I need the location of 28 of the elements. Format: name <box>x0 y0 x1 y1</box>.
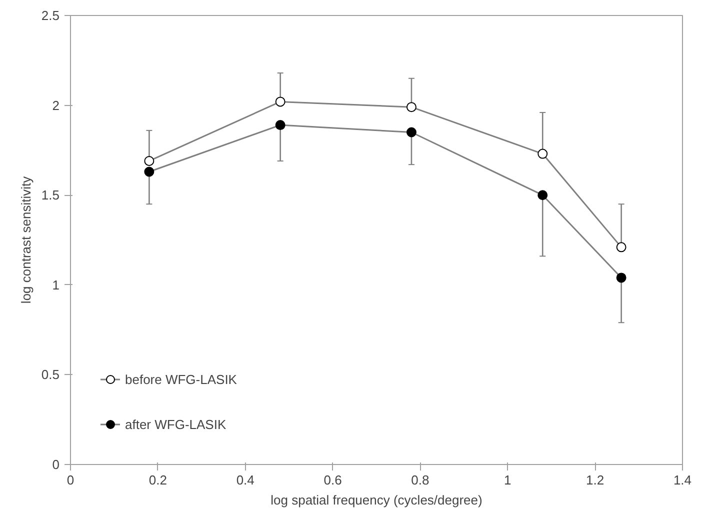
y-tick-label: 0 <box>52 457 60 472</box>
point <box>144 156 154 166</box>
y-tick-label: 2.5 <box>41 8 60 23</box>
x-tick-label: 1 <box>504 472 512 488</box>
point <box>538 148 548 159</box>
y-axis-title: log contrast sensitivity <box>18 176 34 304</box>
y-tick-label: 0.5 <box>41 367 60 382</box>
legend-label: before WFG-LASIK <box>125 372 237 386</box>
point <box>144 166 154 177</box>
y-tick-label: 1 <box>52 277 60 292</box>
x-tick-label: 0.4 <box>236 472 254 488</box>
x-tick-label: 1.2 <box>586 472 604 488</box>
x-tick-label: 1.4 <box>673 472 692 488</box>
point <box>538 190 548 200</box>
x-tick-label: 0 <box>66 472 74 488</box>
y-tick-label: 2 <box>52 98 60 113</box>
point <box>275 120 286 130</box>
x-tick-label: 0.2 <box>148 472 167 488</box>
x-tick-label: 0.8 <box>411 472 430 488</box>
point <box>406 102 416 112</box>
point <box>616 272 626 283</box>
point <box>275 96 286 107</box>
y-tick-label: 1.5 <box>41 188 60 203</box>
point <box>406 127 416 138</box>
legend-label: after WFG-LASIK <box>125 416 226 432</box>
x-axis-title: log spatial frequency (cycles/degree) <box>270 492 482 508</box>
point <box>616 242 626 252</box>
x-tick-label: 0.6 <box>324 472 342 488</box>
